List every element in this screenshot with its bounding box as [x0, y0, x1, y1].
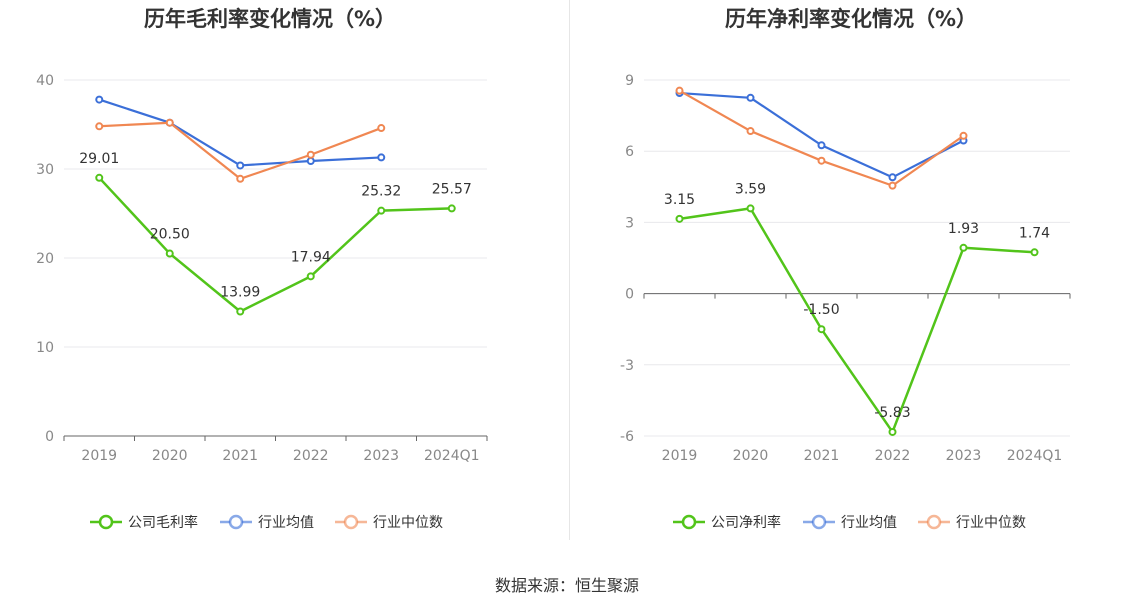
gross-company-point	[165, 249, 174, 258]
gross-x-tick-label: 2023	[363, 448, 399, 464]
net-legend-avg-label: 行业均值	[841, 515, 897, 531]
net-x-tick-label: 2022	[875, 448, 911, 464]
net-data-label: 3.59	[735, 181, 766, 197]
net-data-label: 1.74	[1019, 225, 1050, 241]
net-company-point	[675, 214, 684, 223]
net-median-point	[675, 86, 684, 95]
net-legend-median-label: 行业中位数	[956, 515, 1026, 531]
net-margin-chart: 历年净利率变化情况（%） -6 -3 0 3 6 9 2019 2020 2021 2022 2023…	[571, 0, 1134, 560]
net-company-line	[679, 207, 1035, 434]
gross-y-tick-label: 10	[36, 340, 54, 356]
panel-divider	[569, 0, 570, 540]
gross-data-label: 29.01	[79, 151, 119, 167]
net-legend-median-marker	[926, 514, 942, 530]
net-x-tick-label: 2023	[946, 448, 982, 464]
net-data-label: 3.15	[664, 192, 695, 208]
gross-x-tick-label: 2019	[81, 448, 117, 464]
gross-median-point	[306, 150, 315, 159]
net-avg-point	[888, 173, 897, 182]
gross-data-label: 20.50	[150, 227, 190, 243]
net-x-tick-label: 2019	[662, 448, 698, 464]
gross-median-point	[165, 118, 174, 127]
gross-data-label: 25.32	[361, 184, 401, 200]
net-x-tick-label: 2021	[804, 448, 840, 464]
gross-margin-chart: 历年毛利率变化情况（%） 0 10 20 30 40 2019 2020 2021 2022 202…	[0, 0, 567, 560]
gross-legend-company-label: 公司毛利率	[128, 514, 198, 531]
gross-data-label: 13.99	[220, 284, 260, 300]
gross-title: 历年毛利率变化情况（%）	[144, 7, 396, 31]
net-legend-company-label: 公司净利率	[711, 514, 781, 531]
gross-y-tick-label: 40	[36, 73, 54, 89]
net-company-point	[746, 204, 755, 213]
gross-company-point	[377, 206, 386, 215]
gross-y-tick-label: 30	[36, 162, 54, 178]
net-y-tick-label: -3	[620, 358, 634, 374]
net-y-tick-label: 6	[625, 144, 634, 160]
net-title: 历年净利率变化情况（%）	[725, 7, 977, 31]
net-data-label: -1.50	[803, 302, 839, 318]
gross-x-tick-label: 2024Q1	[424, 448, 480, 464]
gross-y-tick-label: 0	[45, 429, 54, 445]
net-y-tick-label: 9	[625, 73, 634, 89]
gross-company-point	[306, 272, 315, 281]
net-avg-point	[817, 141, 826, 150]
gross-y-tick-label: 20	[36, 251, 54, 267]
gross-avg-point	[95, 95, 104, 104]
net-median-line	[678, 89, 965, 187]
gross-margin-chart-svg: 历年毛利率变化情况（%） 0 10 20 30 40 2019 2020 2021 2022 202…	[36, 7, 488, 531]
net-margin-chart-svg: 历年净利率变化情况（%） -6 -3 0 3 6 9 2019 2020 2021 2022 2023…	[620, 7, 1071, 531]
gross-company-point	[447, 204, 456, 213]
gross-x-tick-label: 2022	[293, 448, 329, 464]
net-y-tick-label: -6	[620, 429, 634, 445]
gross-avg-point	[236, 161, 245, 170]
net-median-point	[959, 131, 968, 140]
gross-avg-point	[377, 153, 386, 162]
data-source: 数据来源：恒生聚源	[494, 576, 639, 595]
gross-median-point	[95, 122, 104, 131]
gross-data-label: 17.94	[291, 249, 331, 265]
gross-avg-line	[98, 98, 382, 167]
gross-company-point	[236, 307, 245, 316]
net-company-point	[817, 325, 826, 334]
gross-company-line	[98, 176, 452, 313]
net-legend-company-marker	[681, 514, 697, 530]
net-company-point	[959, 243, 968, 252]
gross-company-point	[95, 173, 104, 182]
net-y-tick-label: 3	[625, 215, 634, 231]
net-company-point	[1030, 248, 1039, 257]
gross-median-point	[377, 124, 386, 133]
net-company-point	[888, 427, 897, 436]
net-x-tick-label: 2020	[733, 448, 769, 464]
gross-x-tick-label: 2020	[152, 448, 188, 464]
gross-data-label: 25.57	[432, 181, 472, 197]
gross-x-tick-label: 2021	[222, 448, 258, 464]
net-median-point	[888, 181, 897, 190]
gross-legend-median-label: 行业中位数	[373, 515, 443, 531]
gross-legend-company-marker	[98, 514, 114, 530]
net-median-point	[746, 127, 755, 136]
gross-avg-point	[306, 156, 315, 165]
gross-median-line	[99, 121, 382, 180]
net-y-tick-label: 0	[625, 287, 634, 303]
gross-legend-median-marker	[343, 514, 359, 530]
net-x-tick-label: 2024Q1	[1007, 448, 1063, 464]
gross-legend-avg-marker	[228, 514, 244, 530]
gross-median-point	[236, 174, 245, 183]
net-legend-avg-marker	[811, 514, 827, 530]
net-data-label: 1.93	[948, 221, 979, 237]
net-data-label: -5.83	[874, 405, 910, 421]
net-median-point	[817, 156, 826, 165]
gross-legend-avg-label: 行业均值	[258, 515, 314, 531]
net-avg-point	[746, 93, 755, 102]
